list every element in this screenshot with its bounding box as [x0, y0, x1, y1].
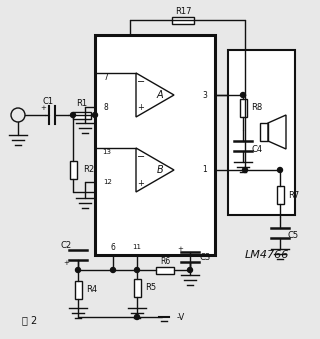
Text: 3: 3: [202, 91, 207, 100]
Text: −: −: [137, 77, 145, 87]
Text: R1: R1: [76, 100, 88, 108]
Circle shape: [110, 267, 116, 273]
Text: R17: R17: [175, 6, 191, 16]
Bar: [75, 281, 82, 299]
Text: R5: R5: [145, 283, 156, 293]
Text: -V: -V: [177, 313, 185, 321]
Text: R6: R6: [160, 257, 170, 265]
Text: 12: 12: [103, 179, 112, 185]
Text: 11: 11: [132, 244, 141, 250]
Text: 7: 7: [103, 73, 108, 81]
Text: R7: R7: [288, 191, 299, 199]
Bar: [172, 17, 194, 23]
Circle shape: [243, 167, 247, 173]
Bar: [260, 123, 268, 141]
Bar: [239, 99, 246, 117]
Text: 13: 13: [102, 149, 111, 155]
Circle shape: [277, 167, 283, 173]
Circle shape: [76, 267, 81, 273]
Circle shape: [241, 93, 245, 98]
Bar: [156, 266, 174, 274]
Text: 6: 6: [111, 242, 116, 252]
Circle shape: [92, 113, 98, 118]
Circle shape: [70, 113, 76, 118]
Text: C4: C4: [251, 144, 262, 154]
Text: +: +: [63, 260, 69, 266]
Text: R4: R4: [86, 285, 97, 295]
Bar: [69, 161, 76, 179]
Text: 8: 8: [103, 102, 108, 112]
Bar: [133, 279, 140, 297]
Bar: [228, 50, 295, 215]
Bar: [276, 186, 284, 204]
Text: +: +: [177, 246, 183, 252]
Circle shape: [188, 267, 193, 273]
Bar: [95, 35, 215, 255]
Text: −: −: [137, 152, 145, 162]
Bar: [73, 112, 91, 119]
Circle shape: [243, 93, 247, 98]
Text: R8: R8: [251, 103, 262, 113]
Text: LM4766: LM4766: [245, 250, 289, 260]
Text: C3: C3: [200, 253, 211, 261]
Text: R2: R2: [83, 165, 94, 175]
Text: +: +: [138, 103, 144, 113]
Circle shape: [134, 267, 140, 273]
Text: C2: C2: [60, 240, 72, 250]
Text: C1: C1: [43, 97, 53, 105]
Text: +: +: [40, 105, 46, 111]
Text: C5: C5: [288, 232, 299, 240]
Text: 图 2: 图 2: [22, 315, 37, 325]
Circle shape: [134, 315, 140, 319]
Text: B: B: [156, 165, 164, 175]
Text: +: +: [138, 179, 144, 187]
Text: 1: 1: [202, 165, 207, 175]
Text: A: A: [157, 90, 163, 100]
